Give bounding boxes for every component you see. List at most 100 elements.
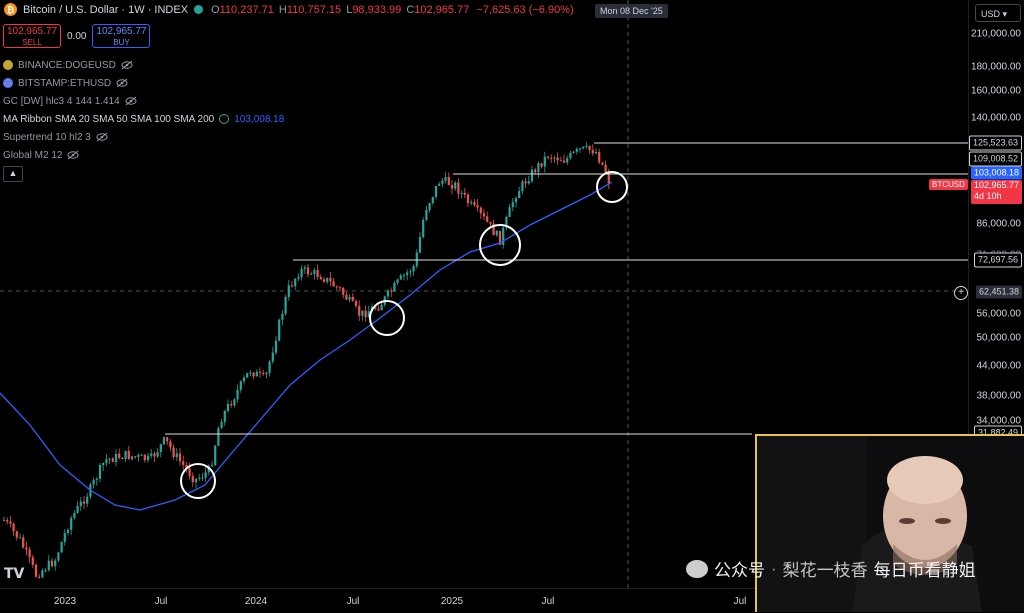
- hidden-eye-icon[interactable]: [121, 60, 133, 70]
- candle-body: [530, 169, 534, 182]
- candle-body: [15, 531, 18, 538]
- candle-body: [604, 164, 607, 174]
- candle-body: [374, 307, 377, 309]
- highlight-circle-3: [479, 224, 521, 266]
- candle-body: [230, 403, 233, 406]
- candle-body: [470, 202, 473, 204]
- candle-body: [204, 472, 207, 478]
- candle-body: [12, 523, 15, 532]
- time-tick: Jul: [154, 596, 168, 607]
- candle-body: [422, 219, 425, 238]
- candle-body: [137, 454, 140, 457]
- candle-body: [217, 428, 220, 446]
- candle-body: [409, 271, 412, 273]
- bitcoin-coin-icon: ₿: [4, 3, 17, 16]
- indicator-supertrend[interactable]: Supertrend 10 hl2 3: [3, 128, 284, 146]
- candle-body: [124, 450, 127, 459]
- hidden-eye-icon[interactable]: [96, 132, 108, 142]
- candle-body: [527, 181, 530, 184]
- hidden-eye-icon[interactable]: [116, 78, 128, 88]
- indicator-legend: BINANCE:DOGEUSD BITSTAMP:ETHUSD GC [DW] …: [3, 56, 284, 164]
- candle-body: [569, 152, 572, 159]
- price-tick: 140,000.00: [970, 112, 1021, 124]
- candle-body: [258, 371, 262, 373]
- indicator-eth[interactable]: BITSTAMP:ETHUSD: [3, 74, 284, 92]
- candle-body: [585, 145, 588, 147]
- price-tick: 34,000.00: [976, 415, 1022, 427]
- candle-body: [473, 202, 476, 206]
- hidden-eye-icon[interactable]: [125, 96, 137, 106]
- currency-selector[interactable]: USD ▾: [975, 4, 1021, 22]
- price-tag-level-2: 109,008.52: [968, 151, 1022, 167]
- candle-body: [2, 519, 6, 521]
- candle-body: [156, 452, 159, 457]
- candle-body: [98, 465, 102, 479]
- candle-body: [434, 185, 438, 197]
- candle-body: [223, 410, 226, 422]
- candle-body: [594, 152, 598, 154]
- candle-body: [607, 173, 610, 184]
- candle-body: [255, 371, 258, 377]
- candle-body: [252, 372, 255, 377]
- candle-body: [572, 151, 575, 153]
- buy-button[interactable]: 102,965.77 BUY: [92, 24, 151, 48]
- candle-body: [326, 277, 329, 282]
- candle-body: [393, 282, 396, 292]
- time-tick: Jul: [733, 596, 747, 607]
- indicator-doge[interactable]: BINANCE:DOGEUSD: [3, 56, 284, 74]
- candle-body: [550, 157, 553, 159]
- sell-button[interactable]: 102,965.77 SELL: [3, 24, 61, 48]
- candle-body: [169, 441, 172, 448]
- candle-body: [316, 270, 319, 277]
- wechat-icon: [686, 559, 708, 578]
- candle-body: [575, 148, 578, 152]
- change-value: −7,625.63 (−6.90%): [476, 3, 574, 16]
- price-tag-ma: 103,008.18: [970, 166, 1022, 180]
- candle-body: [6, 519, 9, 522]
- candle-body: [412, 266, 415, 272]
- candle-body: [73, 512, 76, 519]
- candle-body: [556, 157, 559, 161]
- candle-body: [114, 453, 118, 463]
- candle-body: [175, 453, 178, 457]
- candle-body: [172, 447, 175, 457]
- candle-body: [159, 444, 162, 453]
- price-tick: 44,000.00: [976, 360, 1022, 372]
- candle-body: [466, 194, 470, 204]
- symbol-header[interactable]: ₿ Bitcoin / U.S. Dollar · 1W · INDEX O11…: [4, 3, 574, 16]
- presenter-video: [757, 436, 1024, 612]
- indicator-global-m2[interactable]: Global M2 12: [3, 146, 284, 164]
- symbol-title[interactable]: Bitcoin / U.S. Dollar · 1W · INDEX: [23, 3, 189, 16]
- time-tick: Jul: [346, 596, 360, 607]
- chart-area[interactable]: ₿ Bitcoin / U.S. Dollar · 1W · INDEX O11…: [0, 0, 968, 588]
- indicator-gc[interactable]: GC [DW] hlc3 4 144 1.414: [3, 92, 284, 110]
- candle-body: [60, 541, 63, 553]
- candle-body: [303, 267, 306, 269]
- price-chart[interactable]: [0, 0, 968, 588]
- add-alert-plus-icon[interactable]: +: [954, 286, 968, 300]
- candle-body: [22, 537, 25, 548]
- tradingview-logo[interactable]: TV: [4, 566, 25, 582]
- candle-body: [431, 196, 434, 204]
- candle-body: [150, 453, 153, 456]
- candle-body: [553, 157, 556, 159]
- candle-body: [543, 156, 546, 167]
- candle-body: [207, 466, 210, 473]
- candle-body: [82, 501, 86, 504]
- candle-body: [194, 478, 198, 483]
- price-tick: 50,000.00: [976, 332, 1022, 344]
- collapse-legend-button[interactable]: ▲: [3, 166, 23, 182]
- candle-body: [518, 191, 521, 199]
- candle-body: [41, 570, 44, 578]
- highlight-circle-1: [180, 463, 216, 499]
- highlight-circle-2: [369, 300, 405, 336]
- hidden-eye-icon[interactable]: [67, 150, 79, 160]
- candle-body: [534, 169, 537, 173]
- candle-body: [28, 549, 31, 558]
- candle-body: [34, 564, 38, 577]
- indicator-ma-ribbon[interactable]: MA Ribbon SMA 20 SMA 50 SMA 100 SMA 200 …: [3, 113, 285, 125]
- candle-body: [118, 453, 121, 459]
- candle-body: [338, 287, 342, 289]
- candle-body: [92, 479, 95, 485]
- candle-body: [601, 162, 604, 165]
